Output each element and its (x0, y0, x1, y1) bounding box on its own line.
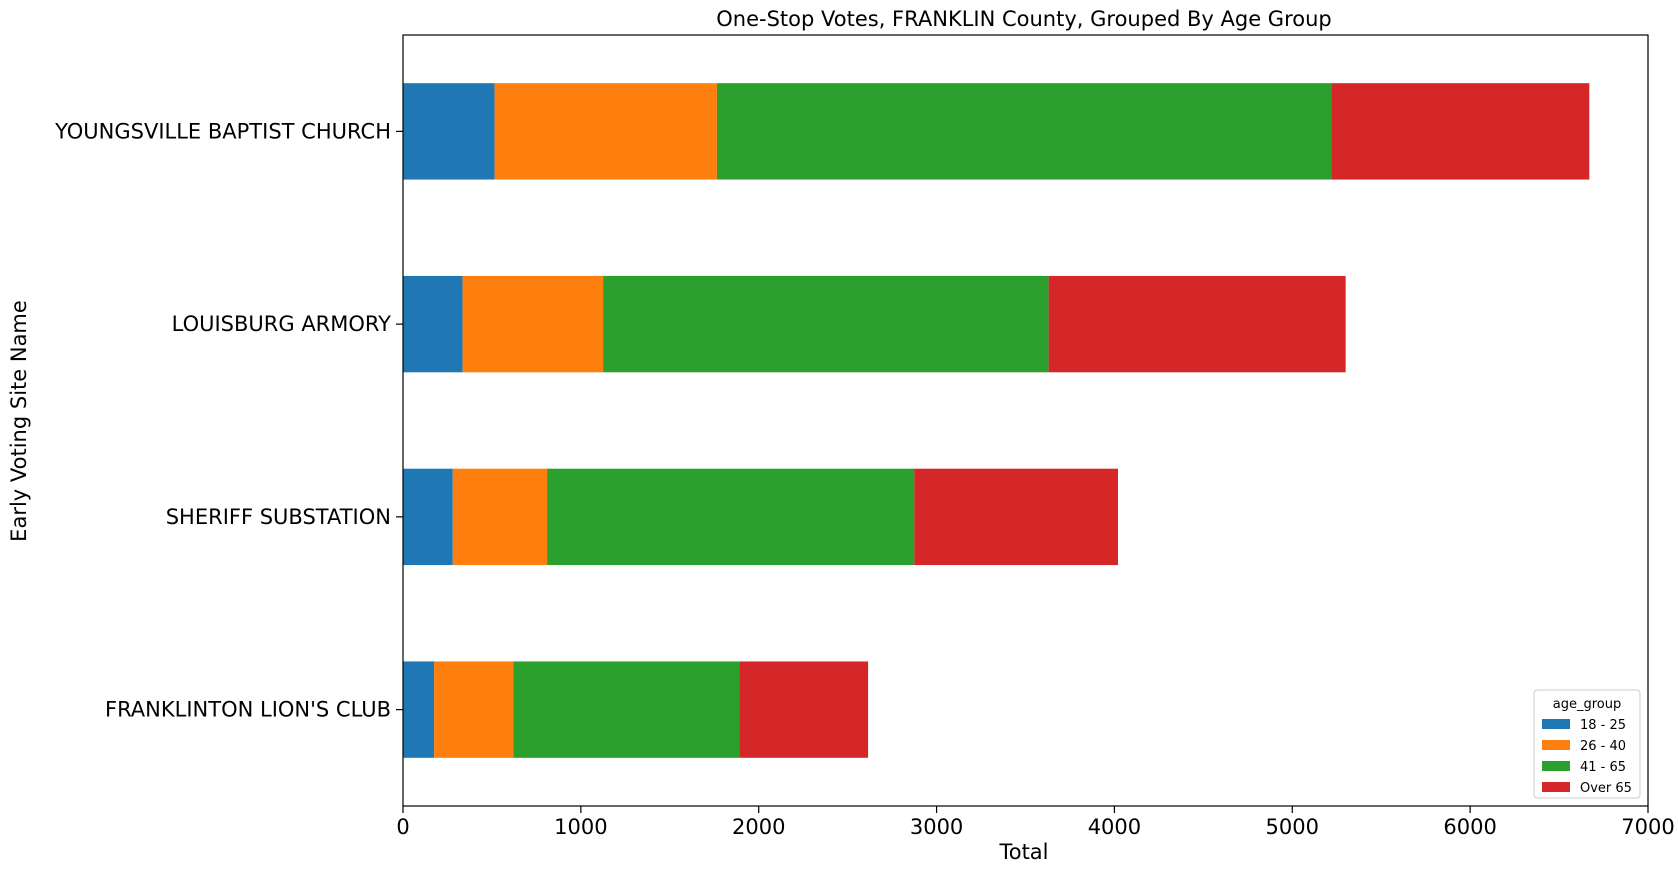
bar-segment-louisburg-armory-over-65 (1048, 275, 1346, 373)
x-axis-label: Total (998, 840, 1048, 864)
x-tick-label: 4000 (1088, 815, 1141, 839)
bar-segment-louisburg-armory-41-65 (603, 275, 1049, 373)
chart-title: One-Stop Votes, FRANKLIN County, Grouped… (716, 7, 1331, 31)
bar-segment-sheriff-substation-18-25 (403, 468, 453, 566)
bar-segment-sheriff-substation-over-65 (914, 468, 1118, 566)
legend-swatch-18-25 (1542, 719, 1570, 729)
bar-segment-franklinton-lion-s-club-18-25 (403, 661, 435, 758)
legend-swatch-41-65 (1542, 761, 1570, 771)
legend-label-26-40: 26 - 40 (1580, 739, 1626, 754)
y-tick-label: FRANKLINTON LION'S CLUB (105, 698, 391, 722)
x-tick-label: 7000 (1621, 815, 1674, 839)
y-tick-label: SHERIFF SUBSTATION (166, 505, 391, 529)
y-tick-label: YOUNGSVILLE BAPTIST CHURCH (54, 119, 391, 143)
bar-segment-youngsville-baptist-church-26-40 (494, 83, 717, 180)
x-tick-label: 6000 (1443, 815, 1496, 839)
y-axis-label: Early Voting Site Name (7, 300, 31, 542)
bar-segment-franklinton-lion-s-club-over-65 (739, 661, 869, 758)
x-tick-label: 3000 (910, 815, 963, 839)
plot-frame (402, 34, 1649, 807)
bar-segment-franklinton-lion-s-club-41-65 (513, 661, 740, 758)
legend: age_group 18 - 25 26 - 40 41 - 65 Over 65 (1533, 689, 1641, 799)
x-tick-label: 5000 (1266, 815, 1319, 839)
bar-segment-youngsville-baptist-church-over-65 (1331, 83, 1590, 180)
x-tick-label: 0 (396, 815, 409, 839)
legend-label-over-65: Over 65 (1580, 781, 1632, 796)
legend-label-18-25: 18 - 25 (1580, 718, 1626, 733)
bar-segment-franklinton-lion-s-club-26-40 (434, 661, 514, 758)
legend-title: age_group (1553, 697, 1621, 712)
x-tick-label: 1000 (554, 815, 607, 839)
plot-area: FRANKLINTON LION'S CLUB SHERIFF SUBSTATIO… (54, 34, 1675, 839)
bar-segment-louisburg-armory-18-25 (403, 275, 463, 373)
bar-segment-youngsville-baptist-church-18-25 (403, 83, 495, 180)
x-tick-label: 2000 (732, 815, 785, 839)
legend-swatch-over-65 (1542, 782, 1570, 792)
bar-segment-louisburg-armory-26-40 (462, 275, 604, 373)
legend-swatch-26-40 (1542, 740, 1570, 750)
bar-segment-youngsville-baptist-church-41-65 (716, 83, 1332, 180)
bar-segment-sheriff-substation-41-65 (547, 468, 915, 566)
bar-segment-sheriff-substation-26-40 (452, 468, 548, 566)
legend-label-41-65: 41 - 65 (1580, 760, 1626, 775)
y-tick-label: LOUISBURG ARMORY (172, 312, 392, 336)
